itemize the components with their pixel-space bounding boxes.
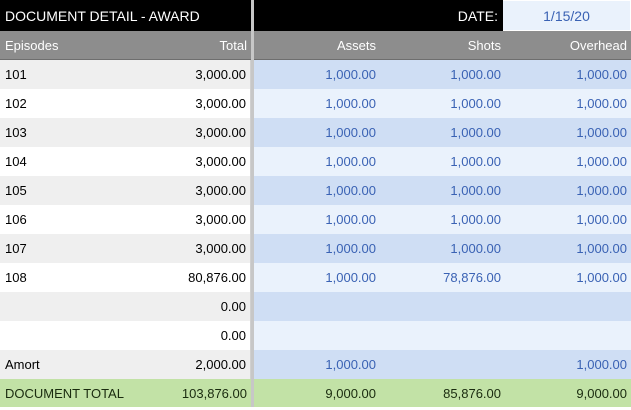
assets-cell[interactable]: 1,000.00 — [325, 270, 376, 285]
cost-breakdown-table: 1,000.00 1,000.00 1,000.00 1,000.00 1,000.00… — [254, 60, 631, 408]
table-row — [254, 321, 631, 350]
sheet-bottom-edge — [0, 407, 631, 410]
total-cell[interactable]: 3,000.00 — [195, 241, 246, 256]
episode-cell[interactable]: 106 — [5, 212, 27, 227]
table-row: 1,000.00 1,000.00 1,000.00 — [254, 147, 631, 176]
document-total-row: DOCUMENT TOTAL 103,876.00 — [0, 379, 251, 408]
table-row: 0.00 — [0, 321, 251, 350]
overhead-cell[interactable]: 1,000.00 — [576, 125, 627, 140]
table-row: 101 3,000.00 — [0, 60, 251, 89]
episodes-column-header[interactable]: Episodes — [5, 37, 59, 53]
shots-cell[interactable]: 1,000.00 — [450, 154, 501, 169]
table-row: 102 3,000.00 — [0, 89, 251, 118]
assets-cell[interactable]: 1,000.00 — [325, 125, 376, 140]
column-group-divider — [251, 0, 254, 410]
overhead-cell[interactable]: 1,000.00 — [576, 183, 627, 198]
total-column-header[interactable]: Total — [219, 37, 247, 53]
episode-cell[interactable]: 101 — [5, 67, 27, 82]
overhead-total-value[interactable]: 9,000.00 — [576, 386, 627, 401]
table-row: 105 3,000.00 — [0, 176, 251, 205]
date-label-cell: DATE: — [254, 0, 503, 31]
table-row: 1,000.00 1,000.00 1,000.00 — [254, 118, 631, 147]
shots-cell[interactable]: 78,876.00 — [443, 270, 501, 285]
overhead-cell[interactable]: 1,000.00 — [576, 67, 627, 82]
document-title: DOCUMENT DETAIL - AWARD — [0, 0, 251, 31]
assets-cell[interactable]: 1,000.00 — [325, 241, 376, 256]
date-label: DATE: — [457, 7, 498, 24]
table-row: Amort 2,000.00 — [0, 350, 251, 379]
table-row: 107 3,000.00 — [0, 234, 251, 263]
table-row: 1,000.00 1,000.00 — [254, 350, 631, 379]
table-row: 108 80,876.00 — [0, 263, 251, 292]
overhead-cell[interactable]: 1,000.00 — [576, 96, 627, 111]
table-row: 104 3,000.00 — [0, 147, 251, 176]
shots-cell[interactable]: 1,000.00 — [450, 125, 501, 140]
episode-cell[interactable]: 105 — [5, 183, 27, 198]
shots-cell[interactable]: 1,000.00 — [450, 212, 501, 227]
table-row: 0.00 — [0, 292, 251, 321]
table-row: 1,000.00 1,000.00 1,000.00 — [254, 205, 631, 234]
table-row: 106 3,000.00 — [0, 205, 251, 234]
assets-cell[interactable]: 1,000.00 — [325, 67, 376, 82]
assets-cell[interactable]: 1,000.00 — [325, 212, 376, 227]
date-value-cell[interactable]: 1/15/20 — [503, 1, 630, 30]
table-row: 1,000.00 1,000.00 1,000.00 — [254, 60, 631, 89]
total-cell[interactable]: 3,000.00 — [195, 96, 246, 111]
shots-cell[interactable]: 1,000.00 — [450, 96, 501, 111]
table-row — [254, 292, 631, 321]
table-row: 1,000.00 1,000.00 1,000.00 — [254, 234, 631, 263]
total-cell[interactable]: 2,000.00 — [195, 357, 246, 372]
table-row: 103 3,000.00 — [0, 118, 251, 147]
document-title-text: DOCUMENT DETAIL - AWARD — [5, 7, 200, 24]
overhead-column-header[interactable]: Overhead — [569, 37, 627, 53]
total-cell[interactable]: 3,000.00 — [195, 212, 246, 227]
total-cell[interactable]: 0.00 — [220, 328, 246, 343]
episode-cell[interactable]: 102 — [5, 96, 27, 111]
episode-cell[interactable]: Amort — [5, 357, 40, 372]
overhead-cell[interactable]: 1,000.00 — [576, 357, 627, 372]
document-total-row: 9,000.00 85,876.00 9,000.00 — [254, 379, 631, 408]
assets-total-value[interactable]: 9,000.00 — [325, 386, 376, 401]
assets-cell[interactable]: 1,000.00 — [325, 357, 376, 372]
total-cell[interactable]: 80,876.00 — [188, 270, 246, 285]
shots-cell[interactable]: 1,000.00 — [450, 183, 501, 198]
left-column-headers: Episodes Total — [0, 31, 251, 60]
date-value: 1/15/20 — [543, 7, 590, 24]
shots-column-header[interactable]: Shots — [467, 37, 501, 53]
overhead-cell[interactable]: 1,000.00 — [576, 241, 627, 256]
assets-column-header[interactable]: Assets — [336, 37, 376, 53]
assets-cell[interactable]: 1,000.00 — [325, 183, 376, 198]
shots-cell[interactable]: 1,000.00 — [450, 241, 501, 256]
overhead-cell[interactable]: 1,000.00 — [576, 270, 627, 285]
document-total-value[interactable]: 103,876.00 — [181, 386, 247, 401]
overhead-cell[interactable]: 1,000.00 — [576, 154, 627, 169]
episode-cell[interactable]: 107 — [5, 241, 27, 256]
total-cell[interactable]: 3,000.00 — [195, 125, 246, 140]
episode-cell[interactable]: 104 — [5, 154, 27, 169]
total-cell[interactable]: 3,000.00 — [195, 67, 246, 82]
total-cell[interactable]: 3,000.00 — [195, 183, 246, 198]
total-cell[interactable]: 0.00 — [220, 299, 246, 314]
overhead-cell[interactable]: 1,000.00 — [576, 212, 627, 227]
table-row: 1,000.00 1,000.00 1,000.00 — [254, 176, 631, 205]
episode-total-table: 101 3,000.00 102 3,000.00 103 3,000.00 104 3,00… — [0, 60, 251, 408]
document-total-label: DOCUMENT TOTAL — [5, 386, 124, 401]
episode-cell[interactable]: 108 — [5, 270, 27, 285]
table-row: 1,000.00 78,876.00 1,000.00 — [254, 263, 631, 292]
episode-cell[interactable]: 103 — [5, 125, 27, 140]
table-row: 1,000.00 1,000.00 1,000.00 — [254, 89, 631, 118]
assets-cell[interactable]: 1,000.00 — [325, 96, 376, 111]
shots-total-value[interactable]: 85,876.00 — [443, 386, 501, 401]
shots-cell[interactable]: 1,000.00 — [450, 67, 501, 82]
assets-cell[interactable]: 1,000.00 — [325, 154, 376, 169]
total-cell[interactable]: 3,000.00 — [195, 154, 246, 169]
right-column-headers: Assets Shots Overhead — [254, 31, 631, 60]
